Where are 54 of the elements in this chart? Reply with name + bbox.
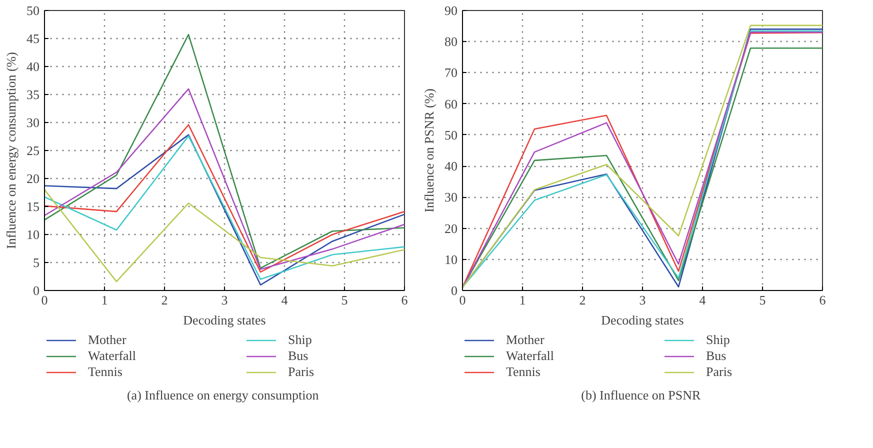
y-tick-label: 30 — [26, 115, 40, 130]
x-tick-label: 2 — [161, 292, 168, 308]
y-axis-title: Influence on energy consumption (%) — [4, 52, 18, 249]
y-tick-label: 50 — [26, 3, 40, 18]
legend-label: Waterfall — [506, 348, 554, 364]
x-axis-title: Decoding states — [601, 312, 684, 328]
x-tick-label: 3 — [639, 292, 646, 308]
y-tick-label: 30 — [444, 190, 458, 205]
legend-label: Bus — [706, 348, 726, 364]
y-tick-label: 35 — [26, 87, 40, 102]
legend-label: Waterfall — [88, 348, 136, 364]
legend-label: Paris — [706, 364, 732, 380]
y-tick-label: 5 — [33, 255, 40, 270]
y-tick-label: 10 — [26, 227, 40, 242]
line-series — [44, 189, 404, 282]
y-tick-label: 0 — [33, 283, 40, 298]
y-tick-label: 40 — [26, 59, 40, 74]
legend-label: Mother — [506, 332, 544, 348]
y-tick-label: 60 — [444, 96, 458, 112]
legend-label: Paris — [288, 364, 314, 380]
x-tick-label: 5 — [341, 292, 348, 308]
x-tick-label: 1 — [519, 292, 526, 308]
y-tick-label: 20 — [26, 171, 40, 186]
x-axis-title: Decoding states — [183, 312, 266, 328]
y-tick-label: 70 — [444, 65, 458, 80]
y-tick-label: 40 — [444, 158, 458, 174]
y-tick-label: 45 — [26, 31, 40, 46]
legend-label: Ship — [706, 332, 730, 348]
y-tick-label: 90 — [444, 3, 458, 18]
legend-label: Tennis — [88, 364, 122, 380]
x-tick-label: 2 — [579, 292, 586, 308]
legend-label: Tennis — [506, 364, 540, 380]
x-tick-label: 6 — [401, 292, 408, 308]
y-tick-label: 20 — [444, 220, 458, 236]
x-tick-label: 3 — [221, 292, 228, 308]
legend-label: Mother — [88, 332, 126, 348]
legend-label: Ship — [288, 332, 312, 348]
y-tick-label: 15 — [26, 199, 40, 214]
y-tick-label: 10 — [444, 252, 458, 267]
y-tick-label: 80 — [444, 34, 458, 50]
x-tick-label: 1 — [101, 292, 108, 308]
text: (b) Influence on PSNR — [581, 388, 701, 402]
y-tick-label: 50 — [444, 127, 458, 142]
x-tick-label: 4 — [281, 292, 288, 308]
line-series — [44, 88, 404, 270]
x-tick-label: 4 — [699, 292, 706, 308]
y-tick-label: 0 — [451, 283, 458, 298]
legend-label: Bus — [288, 348, 308, 364]
y-axis-title: Influence on PSNR (%) — [422, 88, 436, 212]
line-series — [44, 34, 404, 269]
y-tick-label: 25 — [26, 143, 40, 158]
x-tick-label: 5 — [759, 292, 766, 308]
text: (a) Influence on energy consumption — [126, 388, 320, 402]
x-tick-label: 6 — [819, 292, 826, 308]
